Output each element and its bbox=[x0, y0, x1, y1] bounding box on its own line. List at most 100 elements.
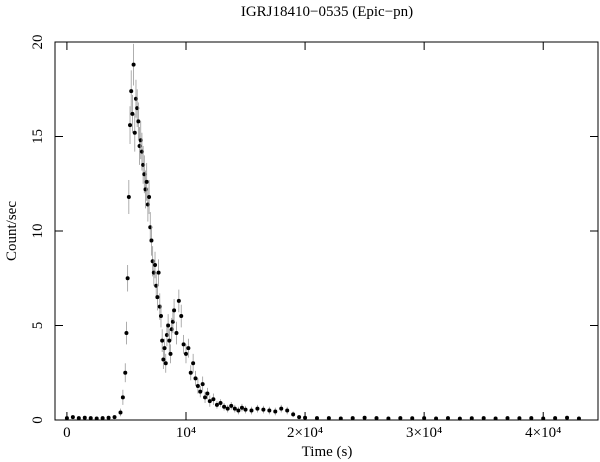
data-point bbox=[94, 416, 99, 421]
data-point bbox=[203, 395, 208, 400]
data-point bbox=[153, 263, 158, 268]
data-point bbox=[398, 416, 403, 421]
data-point bbox=[205, 391, 210, 396]
data-point bbox=[129, 89, 134, 94]
data-point bbox=[576, 416, 581, 421]
data-point bbox=[168, 351, 173, 356]
data-point bbox=[128, 123, 133, 128]
data-point bbox=[445, 416, 450, 421]
data-point bbox=[457, 416, 462, 421]
data-point bbox=[124, 331, 129, 336]
y-axis-label: Count/sec bbox=[4, 201, 20, 261]
data-point bbox=[338, 416, 343, 421]
x-tick-label: 2×10⁴ bbox=[287, 425, 323, 441]
x-tick-label: 3×10⁴ bbox=[406, 425, 442, 441]
data-point bbox=[493, 416, 498, 421]
data-point bbox=[529, 416, 534, 421]
data-point bbox=[144, 179, 149, 184]
data-point bbox=[236, 408, 241, 413]
data-point bbox=[218, 400, 223, 405]
data-point bbox=[112, 415, 117, 420]
data-point bbox=[374, 416, 379, 421]
data-point bbox=[82, 415, 87, 420]
data-point bbox=[172, 308, 177, 313]
y-tick-label: 0 bbox=[30, 416, 46, 424]
data-point bbox=[64, 416, 69, 421]
data-point bbox=[225, 406, 230, 411]
data-point bbox=[565, 415, 570, 420]
data-point bbox=[505, 416, 510, 421]
data-point bbox=[255, 406, 260, 411]
data-point bbox=[162, 346, 167, 351]
data-point bbox=[541, 416, 546, 421]
data-point bbox=[198, 389, 203, 394]
data-point bbox=[434, 416, 439, 421]
x-tick-label: 4×10⁴ bbox=[525, 425, 561, 441]
data-point bbox=[191, 361, 196, 366]
data-point bbox=[211, 397, 216, 402]
data-point bbox=[130, 111, 135, 116]
data-point bbox=[70, 415, 75, 420]
data-point bbox=[123, 370, 128, 375]
data-point bbox=[291, 412, 296, 417]
data-point bbox=[193, 376, 198, 381]
data-point bbox=[126, 194, 131, 199]
x-tick-label: 0 bbox=[63, 425, 71, 441]
data-point bbox=[166, 323, 171, 328]
data-point bbox=[239, 405, 244, 410]
data-point bbox=[176, 298, 181, 303]
data-point bbox=[481, 416, 486, 421]
data-point bbox=[273, 409, 278, 414]
data-point bbox=[350, 416, 355, 421]
chart-title: IGRJ18410−0535 (Epic−pn) bbox=[241, 4, 413, 20]
data-point bbox=[125, 276, 130, 281]
data-point bbox=[326, 416, 331, 421]
data-point bbox=[160, 338, 165, 343]
y-tick-label: 10 bbox=[30, 224, 46, 239]
y-tick-label: 5 bbox=[30, 322, 46, 330]
data-point bbox=[207, 399, 212, 404]
data-point bbox=[106, 415, 111, 420]
x-axis-label: Time (s) bbox=[302, 444, 353, 460]
data-point bbox=[100, 416, 105, 421]
data-point bbox=[156, 270, 161, 275]
data-point bbox=[167, 338, 172, 343]
data-point bbox=[267, 408, 272, 413]
data-point bbox=[132, 130, 137, 135]
data-point bbox=[469, 416, 474, 421]
data-point bbox=[163, 361, 168, 366]
data-point bbox=[214, 402, 219, 407]
data-point bbox=[303, 415, 308, 420]
data-point bbox=[297, 415, 302, 420]
data-point bbox=[174, 331, 179, 336]
data-point bbox=[76, 416, 81, 421]
data-point bbox=[386, 416, 391, 421]
data-point bbox=[155, 295, 160, 300]
data-point bbox=[410, 416, 415, 421]
data-point bbox=[517, 416, 522, 421]
data-point bbox=[158, 314, 163, 319]
x-tick-label: 10⁴ bbox=[176, 425, 196, 441]
data-point bbox=[118, 410, 123, 415]
data-point bbox=[183, 351, 188, 356]
data-point bbox=[285, 408, 290, 413]
data-point bbox=[261, 407, 266, 412]
data-point bbox=[362, 415, 367, 420]
data-point bbox=[149, 238, 154, 243]
data-point bbox=[120, 395, 125, 400]
data-point bbox=[181, 342, 186, 347]
data-point bbox=[222, 404, 227, 409]
data-point bbox=[249, 408, 254, 413]
data-point bbox=[131, 62, 136, 67]
data-point bbox=[147, 194, 152, 199]
data-point bbox=[179, 314, 184, 319]
data-point bbox=[279, 406, 284, 411]
data-point bbox=[188, 370, 193, 375]
y-tick-label: 15 bbox=[30, 129, 46, 144]
data-point bbox=[200, 382, 205, 387]
data-point bbox=[88, 416, 93, 421]
data-point bbox=[232, 406, 237, 411]
data-point bbox=[161, 357, 166, 362]
data-point bbox=[422, 416, 427, 421]
